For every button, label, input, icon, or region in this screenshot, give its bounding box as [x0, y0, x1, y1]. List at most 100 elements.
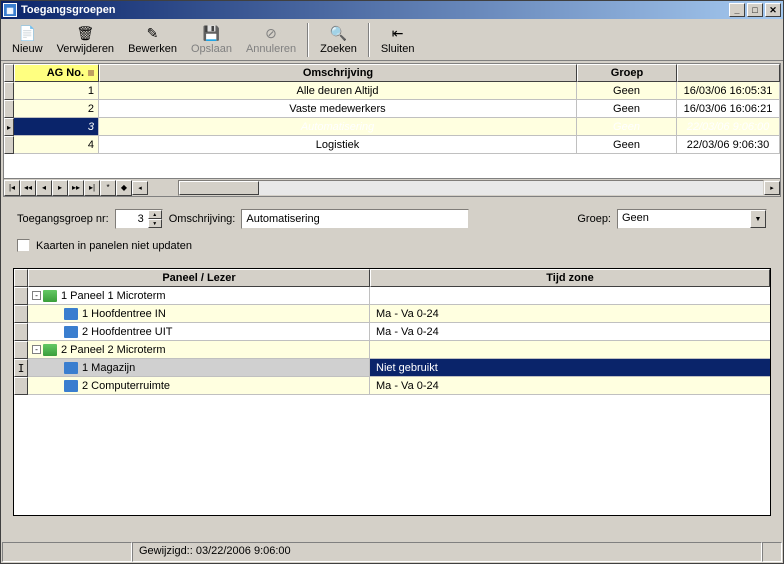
nav-new-record[interactable]: *	[100, 180, 116, 196]
tree-label: 1 Magazijn	[82, 362, 135, 374]
close-window-button[interactable]: ✕	[765, 3, 781, 17]
edit-button-icon: ✎	[144, 24, 162, 42]
col-timezone[interactable]: Tijd zone	[370, 269, 770, 287]
col-datetime[interactable]	[677, 64, 780, 82]
dropdown-arrow-icon[interactable]: ▼	[750, 210, 766, 228]
nr-spinner[interactable]: ▲ ▼	[115, 209, 163, 229]
toolbar-label: Bewerken	[128, 43, 177, 55]
table-row[interactable]: 2Vaste medewerkersGeen16/03/06 16:06:21	[4, 100, 780, 118]
tree-toggle[interactable]: -	[32, 291, 41, 300]
no-update-checkbox[interactable]	[17, 239, 30, 252]
record-navigator: |◂ ◂◂ ◂ ▸ ▸▸ ▸| * ◆ ◂ ▸	[3, 179, 781, 197]
tree-cell-zone: Niet gebruikt	[370, 359, 770, 377]
row-indicator[interactable]	[4, 82, 14, 100]
tree-cell-zone	[370, 287, 770, 305]
tree-row-indicator[interactable]	[14, 305, 28, 323]
tree-row-indicator[interactable]: I	[14, 359, 28, 377]
hscroll-left[interactable]: ◂	[132, 181, 148, 195]
tree-cell-panel: 1 Magazijn	[28, 359, 370, 377]
col-group[interactable]: Groep	[577, 64, 677, 82]
tree-toggle[interactable]: -	[32, 345, 41, 354]
nav-back-page[interactable]: ◂◂	[20, 180, 36, 196]
row-selector-header[interactable]	[4, 64, 14, 82]
cell-no: 2	[14, 100, 99, 118]
cell-no: 1	[14, 82, 99, 100]
reader-icon	[64, 380, 78, 392]
grid-header: AG No. Omschrijving Groep	[4, 64, 780, 82]
maximize-button[interactable]: □	[747, 3, 763, 17]
desc-input[interactable]	[241, 209, 469, 229]
minimize-button[interactable]: _	[729, 3, 745, 17]
tree-row-indicator[interactable]	[14, 341, 28, 359]
toolbar-label: Zoeken	[320, 43, 357, 55]
col-desc[interactable]: Omschrijving	[99, 64, 577, 82]
row-indicator[interactable]	[4, 136, 14, 154]
nr-input[interactable]	[116, 210, 148, 228]
table-row[interactable]: ▸3AutomatiseringGeen22/03/06 9:06:00	[4, 118, 780, 136]
no-update-label: Kaarten in panelen niet updaten	[36, 240, 192, 252]
cell-no: 4	[14, 136, 99, 154]
tree-row[interactable]: 1 Hoofdentree INMa - Va 0-24	[14, 305, 770, 323]
tree-row[interactable]: 2 Hoofdentree UITMa - Va 0-24	[14, 323, 770, 341]
cell-desc: Vaste medewerkers	[99, 100, 577, 118]
nav-next[interactable]: ▸	[52, 180, 68, 196]
main-window: ▦ Toegangsgroepen _ □ ✕ 📄Nieuw🗑Verwijder…	[0, 0, 784, 564]
tree-row[interactable]: 2 Computerruimte Ma - Va 0-24	[14, 377, 770, 395]
nav-prev[interactable]: ◂	[36, 180, 52, 196]
tree-cell-zone: Ma - Va 0-24	[370, 377, 770, 395]
close-button[interactable]: ⇤Sluiten	[374, 21, 422, 59]
nav-bookmark[interactable]: ◆	[116, 180, 132, 196]
access-groups-grid: AG No. Omschrijving Groep 1Alle deuren A…	[3, 63, 781, 179]
tree-row[interactable]: I 1 Magazijn Niet gebruikt	[14, 359, 770, 377]
nav-fwd-page[interactable]: ▸▸	[68, 180, 84, 196]
hscroll-thumb[interactable]	[179, 181, 259, 195]
table-row[interactable]: 4LogistiekGeen22/03/06 9:06:30	[4, 136, 780, 154]
search-button[interactable]: 🔍Zoeken	[313, 21, 364, 59]
cell-dt: 22/03/06 9:06:00	[677, 118, 780, 136]
tree-label: 2 Hoofdentree UIT	[82, 326, 173, 338]
table-row[interactable]: 1Alle deuren AltijdGeen16/03/06 16:05:31	[4, 82, 780, 100]
col-agno[interactable]: AG No.	[14, 64, 99, 82]
nr-up[interactable]: ▲	[148, 210, 162, 219]
statusbar: Gewijzigd:: 03/22/2006 9:06:00	[2, 542, 782, 562]
nr-down[interactable]: ▼	[148, 219, 162, 228]
edit-button[interactable]: ✎Bewerken	[121, 21, 184, 59]
new-button-icon: 📄	[18, 24, 36, 42]
cell-dt: 16/03/06 16:06:21	[677, 100, 780, 118]
delete-button-icon: 🗑	[76, 24, 94, 42]
col-panel-reader[interactable]: Paneel / Lezer	[28, 269, 370, 287]
tree-label: 2 Computerruimte	[82, 380, 170, 392]
reader-icon	[64, 362, 78, 374]
tree-row-indicator[interactable]	[14, 287, 28, 305]
delete-button[interactable]: 🗑Verwijderen	[50, 21, 121, 59]
tree-sel-header[interactable]	[14, 269, 28, 287]
hscroll-right[interactable]: ▸	[764, 181, 780, 195]
cell-dt: 22/03/06 9:06:30	[677, 136, 780, 154]
tree-cell-panel: 2 Computerruimte	[28, 377, 370, 395]
panel-reader-grid: Paneel / Lezer Tijd zone -1 Paneel 1 Mic…	[13, 268, 771, 516]
group-dropdown[interactable]: Geen ▼	[617, 209, 767, 229]
cell-group: Geen	[577, 82, 677, 100]
group-dropdown-text: Geen	[618, 210, 750, 228]
nav-first[interactable]: |◂	[4, 180, 20, 196]
status-left	[2, 542, 132, 562]
status-right	[762, 542, 782, 562]
row-indicator[interactable]: ▸	[4, 118, 14, 136]
tree-cell-zone	[370, 341, 770, 359]
hscroll-track[interactable]	[178, 180, 764, 196]
tree-row[interactable]: -2 Paneel 2 Microterm	[14, 341, 770, 359]
toolbar: 📄Nieuw🗑Verwijderen✎Bewerken💾Opslaan⊘Annu…	[1, 19, 783, 61]
toolbar-label: Nieuw	[12, 43, 43, 55]
cancel-button: ⊘Annuleren	[239, 21, 303, 59]
nav-last[interactable]: ▸|	[84, 180, 100, 196]
toolbar-label: Sluiten	[381, 43, 415, 55]
new-button[interactable]: 📄Nieuw	[5, 21, 50, 59]
row-indicator[interactable]	[4, 100, 14, 118]
status-text: Gewijzigd:: 03/22/2006 9:06:00	[132, 542, 762, 562]
panel-icon	[43, 290, 57, 302]
tree-cell-panel: -2 Paneel 2 Microterm	[28, 341, 370, 359]
tree-cell-panel: 2 Hoofdentree UIT	[28, 323, 370, 341]
tree-row-indicator[interactable]	[14, 323, 28, 341]
tree-row-indicator[interactable]	[14, 377, 28, 395]
tree-row[interactable]: -1 Paneel 1 Microterm	[14, 287, 770, 305]
